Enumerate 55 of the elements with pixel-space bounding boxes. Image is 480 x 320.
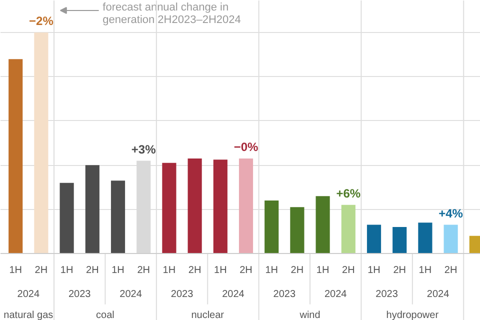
x-tick-label: 1H (316, 265, 330, 276)
x-tick-label: 2H (290, 265, 304, 276)
x-tick-label: 2H (240, 265, 252, 276)
text: wind (298, 310, 320, 320)
text: natural gas (4, 310, 54, 320)
x-tick-label: 1H (368, 265, 380, 276)
bar (392, 227, 407, 254)
x-tick-label: 1H (418, 265, 432, 276)
x-tick-label: 2H (393, 265, 406, 276)
text: forecast annual change in generation 2H2023–2H2024 (102, 1, 241, 26)
bar (213, 160, 228, 254)
annotation: +6% (336, 186, 361, 200)
x-tick-label: 1H (112, 265, 124, 276)
text: 2024 (222, 289, 245, 300)
annotation: −0% (234, 140, 259, 154)
bar (85, 165, 100, 254)
text: coal (96, 310, 114, 320)
bar (290, 207, 304, 254)
bar (110, 180, 126, 254)
x-tick-label: 1H (9, 265, 22, 276)
annotation: +3% (131, 142, 156, 156)
x-tick-label: 1H (60, 265, 74, 276)
bar (238, 158, 254, 254)
x-tick-label: 2H (34, 265, 48, 276)
bar (8, 59, 23, 254)
bar (34, 32, 48, 254)
text: 2023 (273, 289, 296, 300)
x-tick-label: 2H (444, 265, 458, 276)
annotation: +4% (438, 206, 464, 220)
x-tick-label: 2H (188, 265, 202, 276)
x-tick-label: 1H (265, 265, 278, 276)
bar (366, 224, 382, 254)
text: 2024 (426, 289, 450, 300)
x-tick-label: 2H (342, 265, 355, 276)
x-tick-label: 1H (162, 265, 176, 276)
bar (60, 182, 74, 254)
bar (316, 196, 330, 254)
text: 2023 (376, 289, 398, 300)
x-tick-label: 2H (137, 265, 150, 276)
bar (162, 162, 176, 254)
x-tick-label: 2H (86, 265, 99, 276)
text: hydropower (386, 310, 440, 320)
text: 2023 (68, 289, 92, 300)
bar (444, 224, 458, 254)
text: 2024 (17, 289, 40, 300)
text: 2024 (324, 289, 348, 300)
text: 2023 (170, 289, 194, 300)
x-tick-label: 1H (214, 265, 227, 276)
bar (188, 158, 202, 254)
text: 2024 (120, 289, 142, 300)
bar (264, 200, 279, 254)
text: nuclear (191, 310, 225, 320)
bar (418, 222, 432, 254)
text: −2% (29, 14, 54, 28)
bar (341, 204, 356, 254)
